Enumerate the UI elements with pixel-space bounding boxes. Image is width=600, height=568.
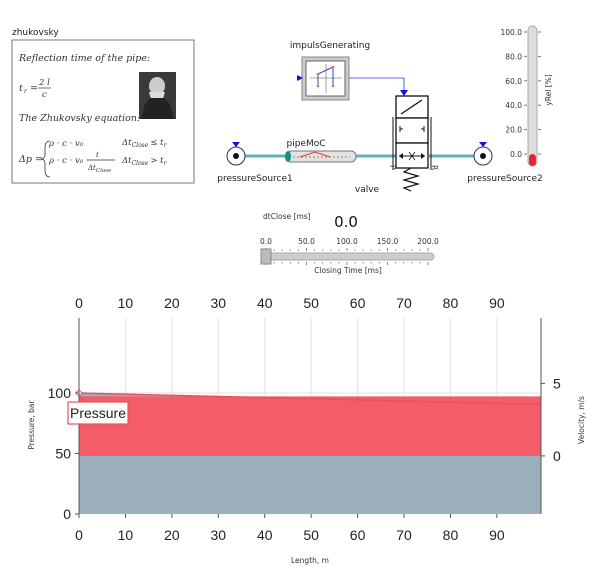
y2-tick-label: 5 [553,375,561,391]
formula1-den: c [42,90,47,100]
x-tick-label: 70 [396,527,412,543]
pressure-velocity-chart: 0010102020303040405050606070708080909005… [48,295,561,543]
pressure-tooltip: Pressure [67,393,129,425]
gauge-label: yRel [%] [544,74,553,105]
slider-label: Closing Time [ms] [314,266,382,275]
y-axis-label: Pressure, bar [27,399,36,449]
gauge-tick-label: 100.0 [501,28,523,37]
y-tick-label: 0 [63,506,71,522]
gauge-tick-label: 0.0 [510,150,522,159]
slider-tick-label: 150.0 [377,237,399,246]
tooltip-text: Pressure [70,405,126,421]
x-top-tick-label: 30 [211,295,227,311]
x-axis-label: Length, m [291,556,329,565]
x-tick-label: 90 [489,527,505,543]
eq-lhs: Δp = [18,154,43,165]
gauge-tick-label: 20.0 [505,126,522,135]
gauge-tick-label: 40.0 [505,101,522,110]
equals-sign: = [30,83,38,94]
x-tick-label: 50 [303,527,319,543]
y-tick-label: 50 [55,446,71,462]
x-tick-label: 0 [75,527,83,543]
x-tick-label: 60 [350,527,366,543]
x-top-tick-label: 50 [303,295,319,311]
signal-connection [349,77,405,90]
eq-case2-den: ΔtClose [87,164,112,174]
slider-tick-label: 0.0 [260,237,272,246]
eq-case1: ρ · c · v₀ [48,139,84,149]
x-tick-label: 80 [443,527,459,543]
slider-title: dtClose [ms] [263,212,311,221]
x-top-tick-label: 40 [257,295,273,311]
eq-case2-num: t [96,151,99,159]
valve-port-p: P [388,165,397,170]
x-top-tick-label: 20 [164,295,180,311]
formula1-num: 2 l [38,78,50,88]
pressure-line [78,392,542,406]
x-tick-label: 20 [164,527,180,543]
brace [40,140,51,178]
info-line2: The Zhukovsky equation: [19,113,140,124]
impuls-label: impulsGenerating [290,41,370,51]
valve-port-r: R [430,165,439,170]
gauge-tick-label: 80.0 [505,52,522,61]
x-tick-label: 30 [211,527,227,543]
slider-track[interactable] [261,252,435,261]
x-top-tick-label: 0 [75,295,83,311]
x-top-tick-label: 90 [489,295,505,311]
gauge-level [529,154,536,166]
x-top-tick-label: 60 [350,295,366,311]
pressure-source-1-label: pressureSource1 [217,174,293,184]
velocity-area [79,396,541,456]
info-line1: Reflection time of the pipe: [18,53,150,64]
gauge-tick-label: 60.0 [505,77,522,86]
valve-label: valve [355,185,380,195]
y2-axis-label: Velocity, m/s [577,396,586,444]
slider-thumb[interactable] [260,248,272,265]
pressure-source-1[interactable] [226,142,246,166]
x-top-tick-label: 80 [443,295,459,311]
y-tick-label: 100 [48,385,72,401]
slider-value: 0.0 [334,213,358,231]
eq-case2: ρ · c · v₀ · [48,156,89,166]
input-port-icon [297,75,303,81]
x-tick-label: 40 [257,527,273,543]
slider-tick-label: 50.0 [298,237,315,246]
x-top-tick-label: 70 [396,295,412,311]
pipe-moc[interactable] [285,150,357,163]
info-title: zhukovsky [12,28,59,38]
slider-tick-label: 200.0 [417,237,439,246]
formula1-lhs: t [19,83,23,94]
zhukovsky-portrait [139,72,176,119]
pressure-source-2[interactable] [473,142,493,166]
valve[interactable] [392,95,432,192]
x-tick-label: 10 [118,527,134,543]
pipe-label: pipeMoC [286,139,325,149]
pressure-source-2-label: pressureSource2 [467,174,543,184]
yrel-gauge [527,25,538,167]
valve-input-port-icon [400,90,408,96]
eq-case1-cond: ΔtClose ≤ tr [121,138,168,149]
eq-case2-cond: ΔtClose > tr [121,156,168,167]
impuls-generating-block[interactable] [301,56,350,101]
slider-tick-label: 100.0 [336,237,358,246]
x-top-tick-label: 10 [118,295,134,311]
formula1-sub: r [24,88,28,95]
y2-tick-label: 0 [553,448,561,464]
